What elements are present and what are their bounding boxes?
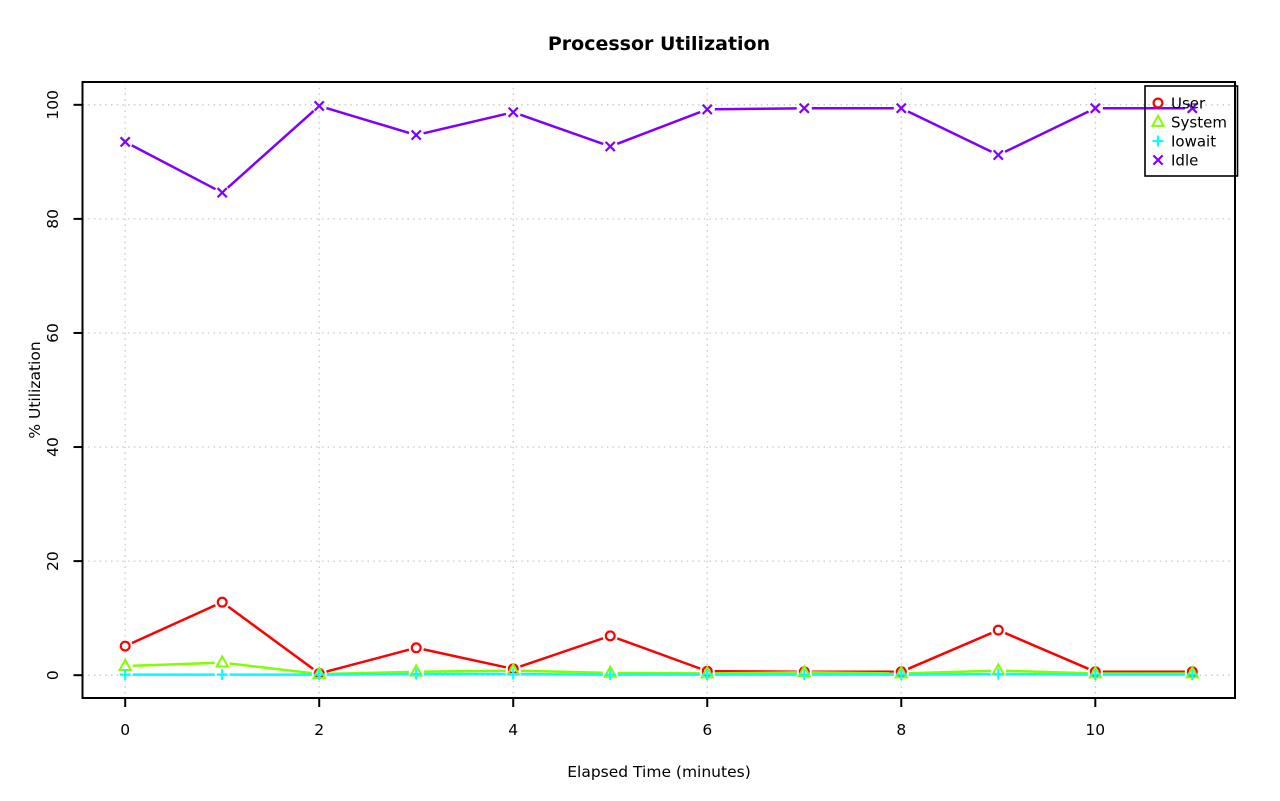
series-line-system bbox=[811, 671, 894, 675]
x-tick-label: 6 bbox=[702, 721, 712, 739]
series-line-system bbox=[520, 669, 603, 674]
series-line-system bbox=[229, 662, 312, 675]
legend-box bbox=[1144, 85, 1239, 177]
y-tick-label: 100 bbox=[44, 90, 62, 120]
marker-idle bbox=[507, 106, 519, 118]
legend-symbol-user bbox=[1152, 97, 1164, 109]
marker-idle bbox=[604, 141, 616, 152]
marker-idle bbox=[410, 129, 422, 141]
legend-label-idle: Idle bbox=[1171, 152, 1198, 170]
series-line-system bbox=[423, 669, 506, 673]
series-line-user bbox=[326, 648, 410, 673]
y-tick-label: 20 bbox=[44, 551, 62, 571]
series-line-idle bbox=[423, 112, 507, 135]
y-tick-label: 0 bbox=[44, 670, 62, 680]
series-line-user bbox=[519, 637, 604, 668]
chart-title: Processor Utilization bbox=[548, 33, 770, 55]
series-line-idle bbox=[1004, 110, 1090, 153]
series-line-user bbox=[423, 648, 507, 669]
marker-idle bbox=[313, 100, 325, 112]
legend-symbol-idle bbox=[1152, 154, 1164, 166]
legend-symbol-system bbox=[1150, 113, 1166, 127]
y-axis-label: % Utilization bbox=[26, 341, 44, 438]
marker-user bbox=[992, 624, 1004, 636]
x-tick-label: 2 bbox=[314, 721, 324, 739]
series-line-system bbox=[714, 671, 797, 675]
y-tick-label: 60 bbox=[44, 323, 62, 343]
series-line-user bbox=[907, 631, 992, 670]
series-line-idle bbox=[226, 110, 315, 189]
marker-idle bbox=[798, 102, 810, 114]
marker-idle bbox=[701, 103, 713, 115]
marker-user bbox=[410, 642, 422, 654]
series-line-idle bbox=[519, 113, 604, 146]
y-tick-label: 40 bbox=[44, 437, 62, 457]
marker-idle bbox=[992, 149, 1004, 161]
series-line-system bbox=[132, 661, 215, 668]
series-line-idle bbox=[616, 110, 701, 145]
series-line-idle bbox=[714, 107, 797, 111]
series-line-system bbox=[908, 669, 991, 675]
series-line-user bbox=[1004, 631, 1089, 670]
series-line-user bbox=[616, 637, 701, 670]
marker-system bbox=[214, 654, 230, 668]
marker-idle bbox=[1089, 102, 1101, 114]
marker-idle bbox=[895, 102, 907, 114]
legend-label-iowait: Iowait bbox=[1171, 133, 1216, 151]
plot-border bbox=[81, 81, 1236, 699]
x-tick-label: 8 bbox=[896, 721, 906, 739]
marker-user bbox=[216, 596, 228, 608]
series-line-system bbox=[1005, 669, 1088, 675]
series-line-user bbox=[227, 605, 314, 671]
x-tick-label: 4 bbox=[508, 721, 518, 739]
marker-idle bbox=[119, 136, 131, 148]
x-axis-label: Elapsed Time (minutes) bbox=[567, 763, 751, 781]
y-tick-label: 80 bbox=[44, 209, 62, 229]
series-line-idle bbox=[131, 144, 217, 191]
series-line-user bbox=[131, 604, 216, 645]
x-tick-label: 10 bbox=[1085, 721, 1105, 739]
legend-label-system: System bbox=[1171, 114, 1227, 132]
marker-idle bbox=[1186, 102, 1198, 114]
marker-idle bbox=[216, 187, 228, 199]
legend-label-user: User bbox=[1171, 95, 1206, 113]
series-line-idle bbox=[907, 110, 993, 153]
marker-user bbox=[604, 630, 616, 642]
marker-user bbox=[119, 640, 131, 652]
x-tick-label: 0 bbox=[120, 721, 130, 739]
marker-system bbox=[117, 657, 133, 671]
series-line-idle bbox=[326, 106, 410, 135]
